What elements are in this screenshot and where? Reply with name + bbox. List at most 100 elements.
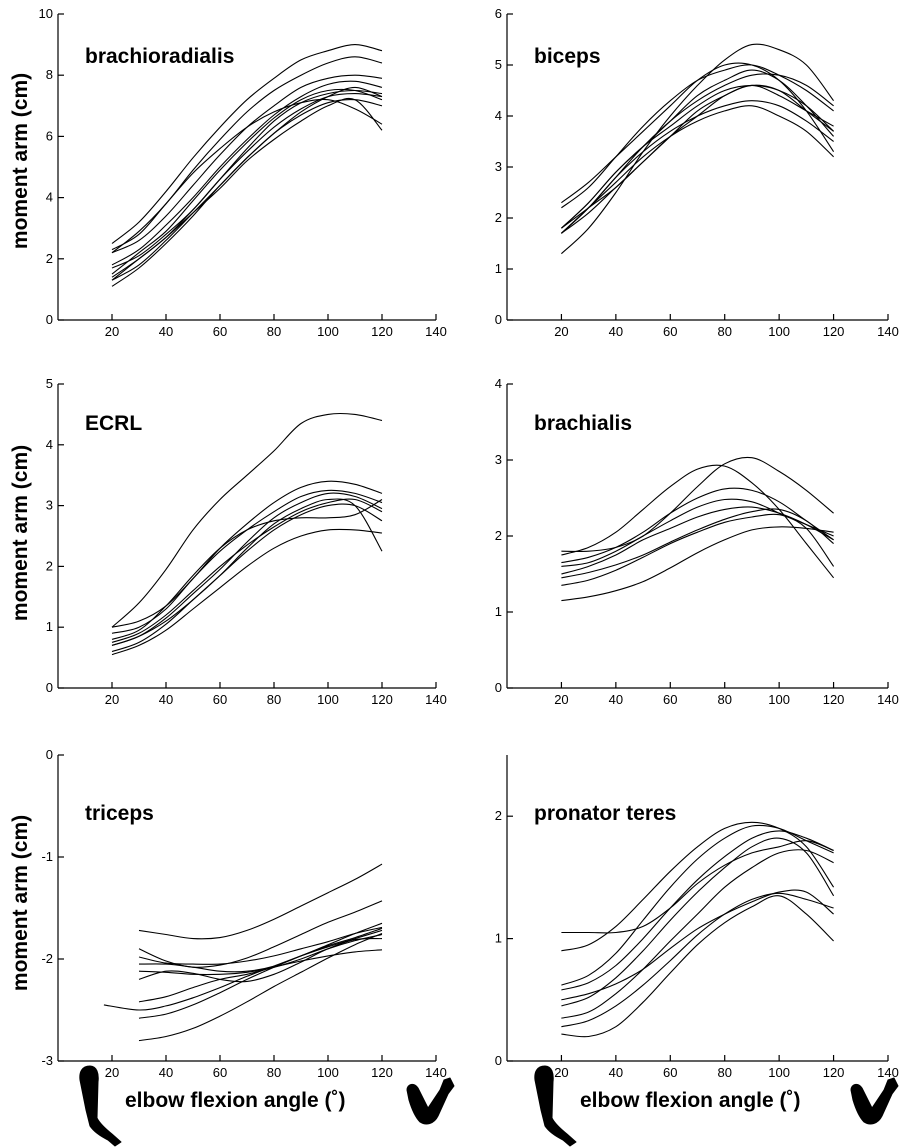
x-tick-label: 100: [768, 324, 790, 339]
series-line-8: [561, 526, 834, 602]
series-line-8: [561, 889, 834, 1001]
x-tick-label: 80: [267, 324, 281, 339]
flexed-arm-icon: [850, 1077, 899, 1125]
x-tick-label: 140: [877, 324, 899, 339]
panel-brachialis: 0 1 2 3 4 20 40 60 80 100 120 140 brachialis: [495, 376, 899, 707]
series-line-5: [138, 933, 383, 976]
x-tick-label: 100: [317, 1065, 339, 1080]
series-line-7: [561, 69, 835, 229]
y-tick-label: 2: [495, 210, 502, 225]
panel-ecrl: 0 1 2 3 4 5 20 40 60 80 100 120 140 ECRL: [46, 376, 447, 707]
series-line-9: [561, 895, 834, 1038]
series-line-3: [561, 824, 834, 986]
panel-title: biceps: [534, 45, 601, 68]
y-axis-label-row-1: moment arm (cm): [9, 73, 32, 249]
x-tick-label: 40: [159, 1065, 173, 1080]
panel-title: brachioradialis: [85, 45, 234, 68]
series-line-7: [561, 513, 834, 586]
series-line-10: [111, 98, 383, 251]
y-tick-label: 0: [46, 747, 53, 762]
x-tick-label: 40: [609, 692, 623, 707]
series-line-9: [138, 932, 383, 1042]
x-tick-label: 60: [213, 1065, 227, 1080]
y-tick-label: 4: [495, 376, 502, 391]
y-tick-label: 6: [46, 128, 53, 143]
series-line-4: [561, 73, 834, 234]
x-tick-label: 140: [877, 692, 899, 707]
series-line-6: [561, 849, 834, 1019]
y-tick-label: 4: [495, 108, 502, 123]
y-axis-label-row-2: moment arm (cm): [9, 445, 32, 621]
series-line-3: [111, 74, 383, 254]
y-tick-label: 2: [46, 251, 53, 266]
y-tick-label: 3: [495, 159, 502, 174]
panel-biceps: 0 1 2 3 4 5 6 20 40 60 80 100 120 140 biceps: [495, 6, 899, 339]
series-line-3: [138, 926, 383, 965]
y-axis-label-row-3: moment arm (cm): [9, 815, 32, 991]
x-tick-label: 80: [717, 324, 731, 339]
y-tick-label: 2: [46, 558, 53, 573]
series-line-3: [561, 62, 835, 204]
y-tick-label: 1: [495, 261, 502, 276]
x-tick-label: 40: [609, 324, 623, 339]
series-line-7: [561, 892, 834, 1028]
y-tick-label: 3: [46, 498, 53, 513]
x-tick-label: 40: [159, 692, 173, 707]
series-line-5: [561, 837, 835, 1007]
y-tick-label: 1: [46, 619, 53, 634]
series-line-5: [111, 498, 383, 643]
y-tick-label: 10: [39, 6, 53, 21]
y-tick-label: 8: [46, 67, 53, 82]
y-tick-label: -3: [41, 1053, 53, 1068]
y-tick-label: 0: [46, 680, 53, 695]
series-line-6: [561, 508, 834, 579]
y-tick-label: 0: [495, 1053, 502, 1068]
x-tick-label: 40: [159, 324, 173, 339]
y-tick-label: 2: [495, 528, 502, 543]
x-axis-label-left: elbow flexion angle (˚): [125, 1089, 346, 1112]
x-tick-label: 60: [663, 1065, 677, 1080]
series-line-8: [138, 927, 383, 1019]
y-tick-label: 0: [495, 312, 502, 327]
series-line-3: [111, 489, 383, 634]
y-tick-label: 1: [495, 604, 502, 619]
y-tick-label: 5: [495, 57, 502, 72]
x-tick-label: 60: [213, 324, 227, 339]
panel-title: pronator teres: [534, 802, 676, 825]
series-line-10: [103, 929, 383, 1011]
x-tick-label: 80: [717, 1065, 731, 1080]
extended-arm-icon: [79, 1065, 122, 1147]
series-line-4: [111, 80, 383, 266]
x-tick-label: 120: [823, 1065, 845, 1080]
series-line-2: [561, 821, 835, 952]
series-line-8: [111, 499, 383, 640]
x-tick-label: 20: [554, 1065, 568, 1080]
panel-pronator-teres: 0 1 2 20 40 60 80 100 120 140 pronator teres: [495, 755, 899, 1080]
extended-arm-icon: [534, 1065, 577, 1147]
y-tick-label: 0: [46, 312, 53, 327]
y-tick-label: 3: [495, 452, 502, 467]
y-tick-label: 4: [46, 190, 53, 205]
panel-title: triceps: [85, 802, 154, 825]
series-line-2: [138, 900, 383, 968]
series-line-4: [561, 830, 834, 991]
series-line-9: [111, 498, 383, 646]
x-tick-label: 80: [267, 1065, 281, 1080]
panel-title: brachialis: [534, 412, 632, 435]
series-line-1: [561, 840, 834, 934]
panel-title: ECRL: [85, 412, 142, 435]
x-tick-label: 140: [425, 692, 447, 707]
x-tick-label: 140: [425, 1065, 447, 1080]
series-line-6: [111, 89, 383, 269]
series-line-4: [138, 922, 383, 973]
x-tick-label: 20: [105, 324, 119, 339]
series-line-3: [561, 487, 834, 564]
x-tick-label: 20: [554, 324, 568, 339]
y-tick-label: 5: [46, 376, 53, 391]
series-line-1: [561, 464, 835, 579]
x-tick-label: 80: [267, 692, 281, 707]
series-line-7: [111, 93, 383, 281]
x-axis-label-right: elbow flexion angle (˚): [580, 1089, 801, 1112]
x-tick-label: 60: [663, 692, 677, 707]
